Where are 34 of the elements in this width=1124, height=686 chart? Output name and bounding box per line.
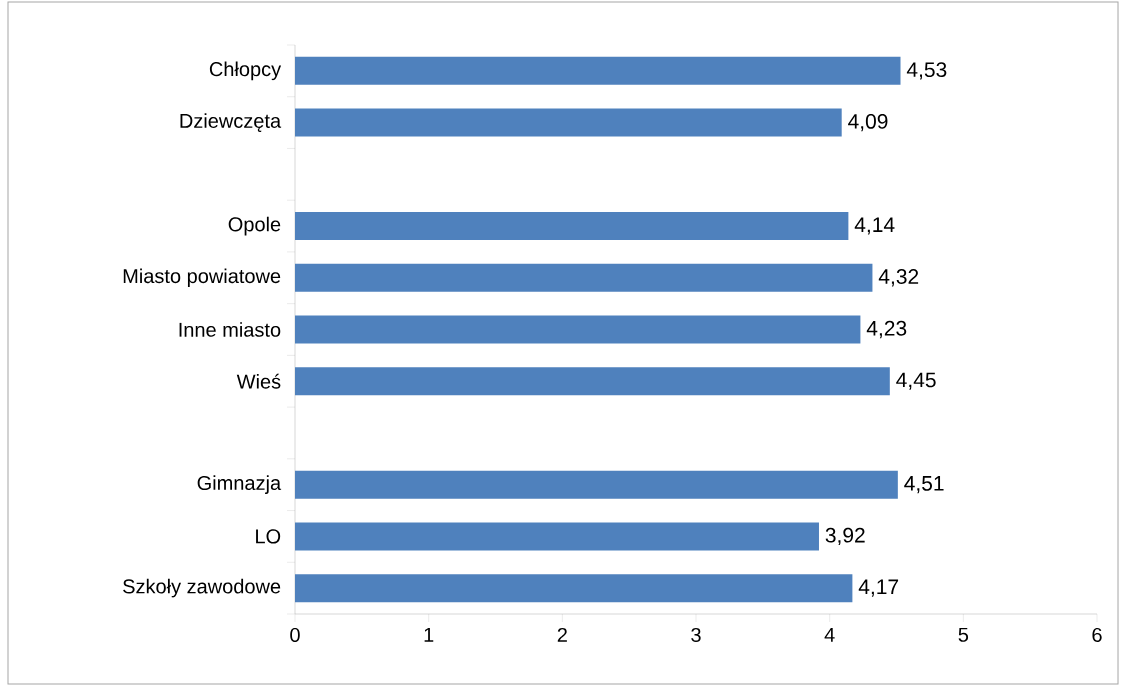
bar — [295, 56, 901, 85]
x-tick-label: 0 — [290, 627, 300, 643]
bar — [295, 108, 842, 137]
data-label: 3,92 — [825, 527, 865, 546]
x-tick-label: 4 — [824, 627, 835, 642]
y-tick-label: LO — [256, 529, 281, 544]
x-tick-label: 2 — [557, 627, 567, 642]
y-tick-label: Szkoły zawodowe — [123, 578, 281, 598]
data-label: 4,53 — [906, 62, 947, 80]
bar — [295, 522, 819, 551]
x-tick-label: 1 — [424, 627, 434, 642]
bar — [295, 212, 849, 241]
bar — [295, 367, 890, 396]
data-label: 4,51 — [904, 476, 944, 494]
y-tick-label: Wieś — [236, 373, 281, 389]
y-tick-label: Chłopcy — [209, 61, 282, 81]
y-tick-label: Gimnazja — [197, 475, 282, 495]
y-tick-label: Miasto powiatowe — [123, 268, 281, 288]
data-label: 4,17 — [858, 579, 899, 597]
data-label: 4,09 — [848, 113, 888, 132]
data-label: 4,32 — [878, 269, 919, 287]
bar — [295, 470, 898, 499]
bar — [295, 315, 861, 344]
x-tick-label: 6 — [1092, 627, 1102, 643]
bar — [295, 574, 853, 603]
y-tick-label: Opole — [228, 216, 281, 236]
x-tick-label: 5 — [958, 627, 969, 642]
x-tick-label: 3 — [691, 627, 701, 643]
y-tick-label: Inne miasto — [179, 322, 281, 337]
y-tick-label: Dziewczęta — [180, 113, 282, 132]
data-label: 4,45 — [896, 372, 936, 390]
data-label: 4,14 — [854, 217, 895, 235]
bar — [295, 263, 873, 292]
data-label: 4,23 — [866, 320, 907, 339]
